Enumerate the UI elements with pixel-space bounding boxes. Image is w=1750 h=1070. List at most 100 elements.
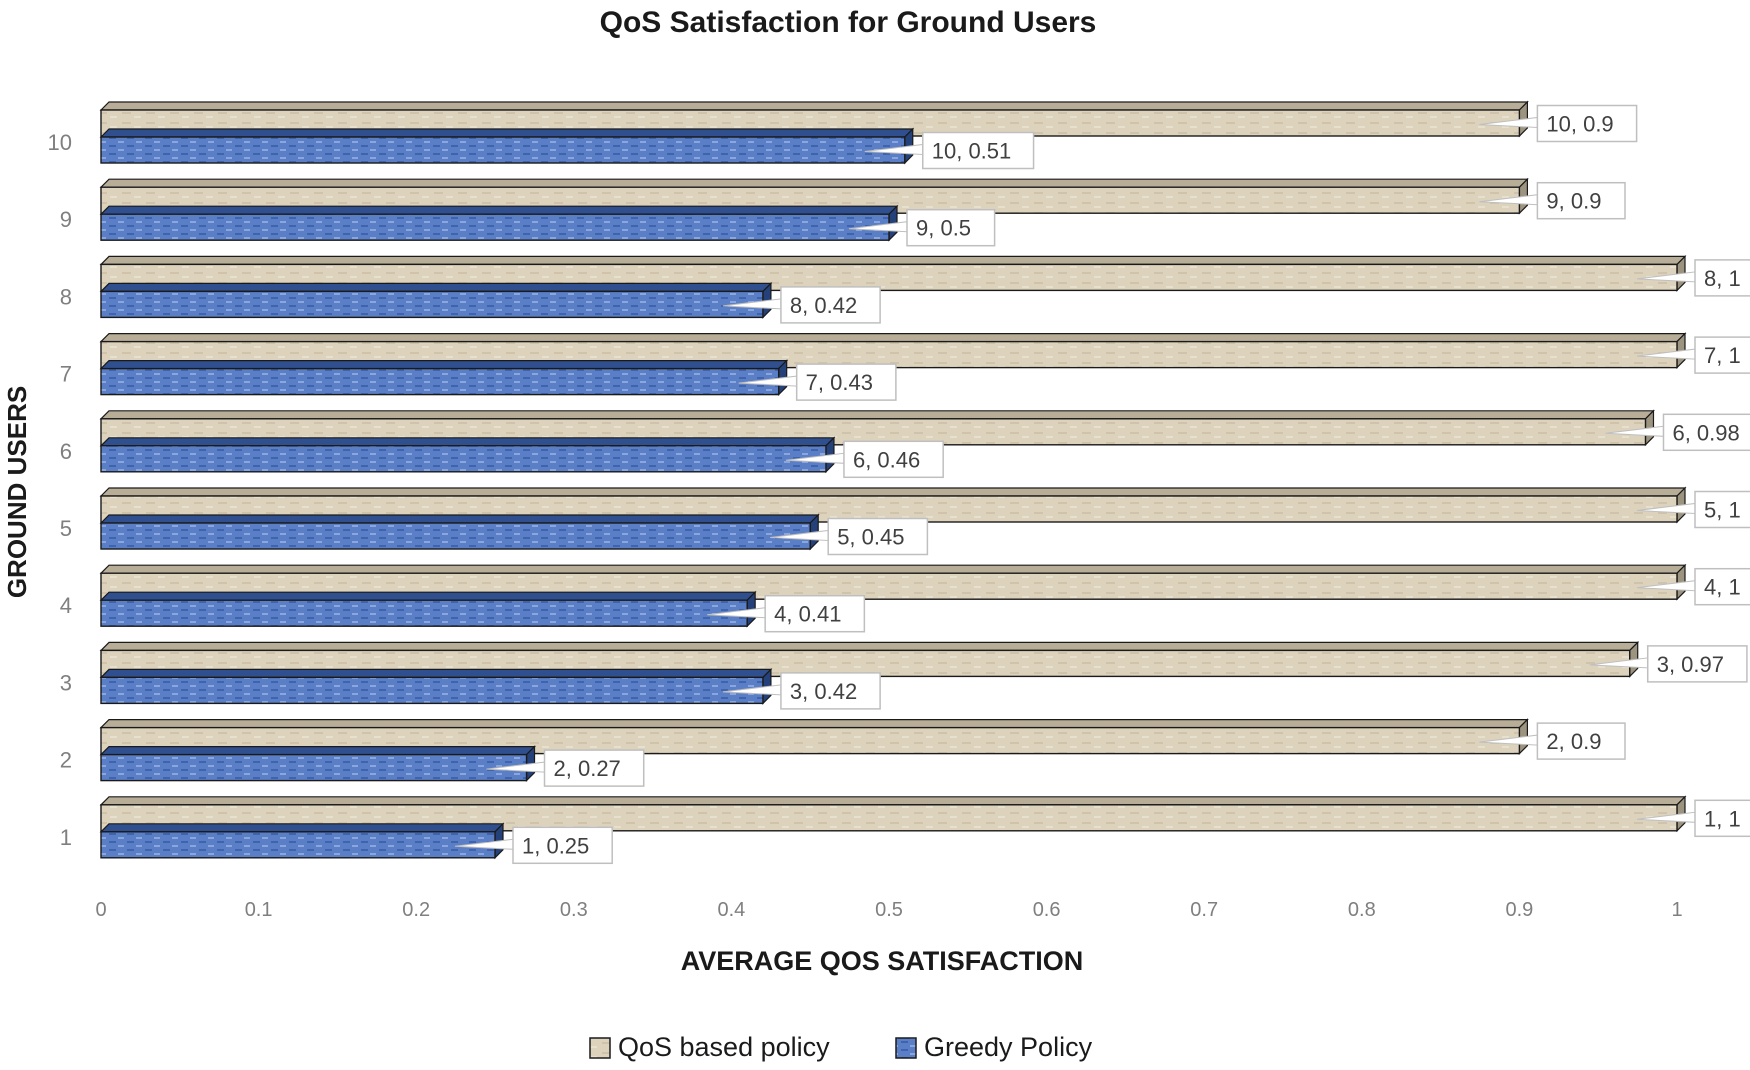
y-tick-label: 4 <box>60 593 72 618</box>
data-label-box <box>1694 336 1750 374</box>
y-tick-label: 7 <box>60 362 72 387</box>
bar-top-face <box>99 255 1687 265</box>
bar-top-face <box>99 410 1655 420</box>
y-axis-title: GROUND USERS <box>2 386 32 598</box>
bar-top-face <box>99 128 915 138</box>
bar-top-face <box>99 591 757 601</box>
bar-greedy-policy <box>100 136 906 164</box>
data-label: 7, 1 <box>1704 343 1741 368</box>
bar-top-face <box>99 514 820 524</box>
data-label: 8, 1 <box>1704 266 1741 291</box>
data-label-box <box>1536 181 1626 220</box>
x-tick-label: 0.9 <box>1505 899 1533 921</box>
data-label: 4, 1 <box>1704 575 1741 600</box>
data-label-box <box>1536 104 1638 143</box>
y-tick-label: 6 <box>60 439 72 464</box>
data-label-box <box>1694 259 1750 297</box>
data-label: 10, 0.51 <box>932 139 1012 164</box>
data-label: 1, 1 <box>1704 806 1741 831</box>
data-label: 3, 0.42 <box>790 679 857 704</box>
x-tick-label: 0.8 <box>1348 899 1376 921</box>
bar-greedy-policy <box>100 445 827 473</box>
data-label-box <box>780 286 881 324</box>
data-label-box <box>827 517 929 556</box>
y-axis-ticks: 1 2 3 4 5 6 7 8 9 10 <box>48 130 72 850</box>
legend: QoS based policy Greedy Policy <box>589 1032 1093 1062</box>
x-tick-label: 0.1 <box>245 899 273 921</box>
data-label: 8, 0.42 <box>790 293 857 318</box>
bar-top-face <box>99 101 1529 111</box>
x-tick-label: 0.7 <box>1190 899 1218 921</box>
x-tick-label: 0.3 <box>560 899 588 921</box>
bar-greedy-policy <box>100 599 748 627</box>
data-label-box <box>795 363 897 401</box>
data-label-box <box>512 826 613 865</box>
y-tick-label: 8 <box>60 284 72 309</box>
data-label: 10, 0.9 <box>1546 112 1613 137</box>
y-tick-label: 9 <box>60 207 72 232</box>
data-label-box <box>906 208 996 247</box>
data-label: 2, 0.9 <box>1546 729 1601 754</box>
chart-title: QoS Satisfaction for Ground Users <box>600 6 1097 39</box>
x-tick-label: 0.2 <box>402 899 430 921</box>
data-label: 6, 0.46 <box>853 447 920 472</box>
x-tick-label: 0.5 <box>875 899 903 921</box>
bar-top-face <box>99 641 1640 652</box>
legend-label-qos-based-policy: QoS based policy <box>618 1032 830 1062</box>
data-label-box <box>1536 722 1626 760</box>
data-label: 7, 0.43 <box>806 370 873 395</box>
x-axis-title: AVERAGE QOS SATISFACTION <box>681 946 1084 976</box>
bar-top-face <box>99 178 1529 188</box>
x-tick-label: 0.6 <box>1033 899 1061 921</box>
y-tick-label: 2 <box>60 748 72 773</box>
y-tick-label: 3 <box>60 670 72 695</box>
data-labels-layer: 1, 1 1, 0.25 2, 0.9 2, 0.27 3, 0.97 3, 0.42 4,… <box>454 104 1750 865</box>
bar-top-face <box>99 718 1529 729</box>
bar-top-face <box>99 796 1687 806</box>
data-label: 6, 0.98 <box>1672 420 1739 445</box>
bar-top-face <box>99 823 505 833</box>
x-tick-label: 0.4 <box>717 899 745 921</box>
bar-top-face <box>99 437 836 447</box>
data-label-box <box>1694 567 1750 606</box>
y-tick-label: 1 <box>60 825 72 850</box>
x-tick-label: 0 <box>95 899 106 921</box>
data-label: 5, 0.45 <box>837 525 904 550</box>
data-label: 1, 0.25 <box>522 833 589 858</box>
bar-greedy-policy <box>100 213 890 241</box>
data-label-box <box>1646 645 1748 683</box>
x-tick-label: 1 <box>1671 899 1682 921</box>
data-label-box <box>922 131 1035 170</box>
data-label-box <box>1694 490 1750 529</box>
data-label-box <box>1662 413 1750 452</box>
data-label-box <box>764 594 866 633</box>
data-label: 5, 1 <box>1704 498 1741 523</box>
bar-top-face <box>99 487 1687 497</box>
bar-top-face <box>99 282 773 292</box>
data-label: 2, 0.27 <box>554 756 621 781</box>
data-label: 9, 0.9 <box>1546 189 1601 214</box>
legend-label-greedy-policy: Greedy Policy <box>924 1032 1093 1062</box>
bar-greedy-policy <box>100 367 780 396</box>
data-label-box <box>780 672 881 710</box>
bar-greedy-policy <box>100 290 764 319</box>
bar-top-face <box>99 360 789 370</box>
y-tick-label: 10 <box>48 130 72 155</box>
bar-greedy-policy <box>100 753 528 782</box>
bar-top-face <box>99 205 899 215</box>
data-label: 4, 0.41 <box>774 602 841 627</box>
data-label-box <box>543 749 645 787</box>
bar-top-face <box>99 668 773 679</box>
bar-top-face <box>99 333 1687 343</box>
bars-layer <box>99 100 1687 860</box>
y-tick-label: 5 <box>60 516 72 541</box>
data-label-box <box>843 440 944 479</box>
data-label: 9, 0.5 <box>916 216 971 241</box>
bar-top-face <box>99 564 1687 574</box>
legend-swatch-qos-based-policy <box>589 1037 611 1059</box>
legend-swatch-greedy-policy <box>895 1037 917 1059</box>
bar-greedy-policy <box>100 831 496 859</box>
bar-greedy-policy <box>100 676 764 705</box>
